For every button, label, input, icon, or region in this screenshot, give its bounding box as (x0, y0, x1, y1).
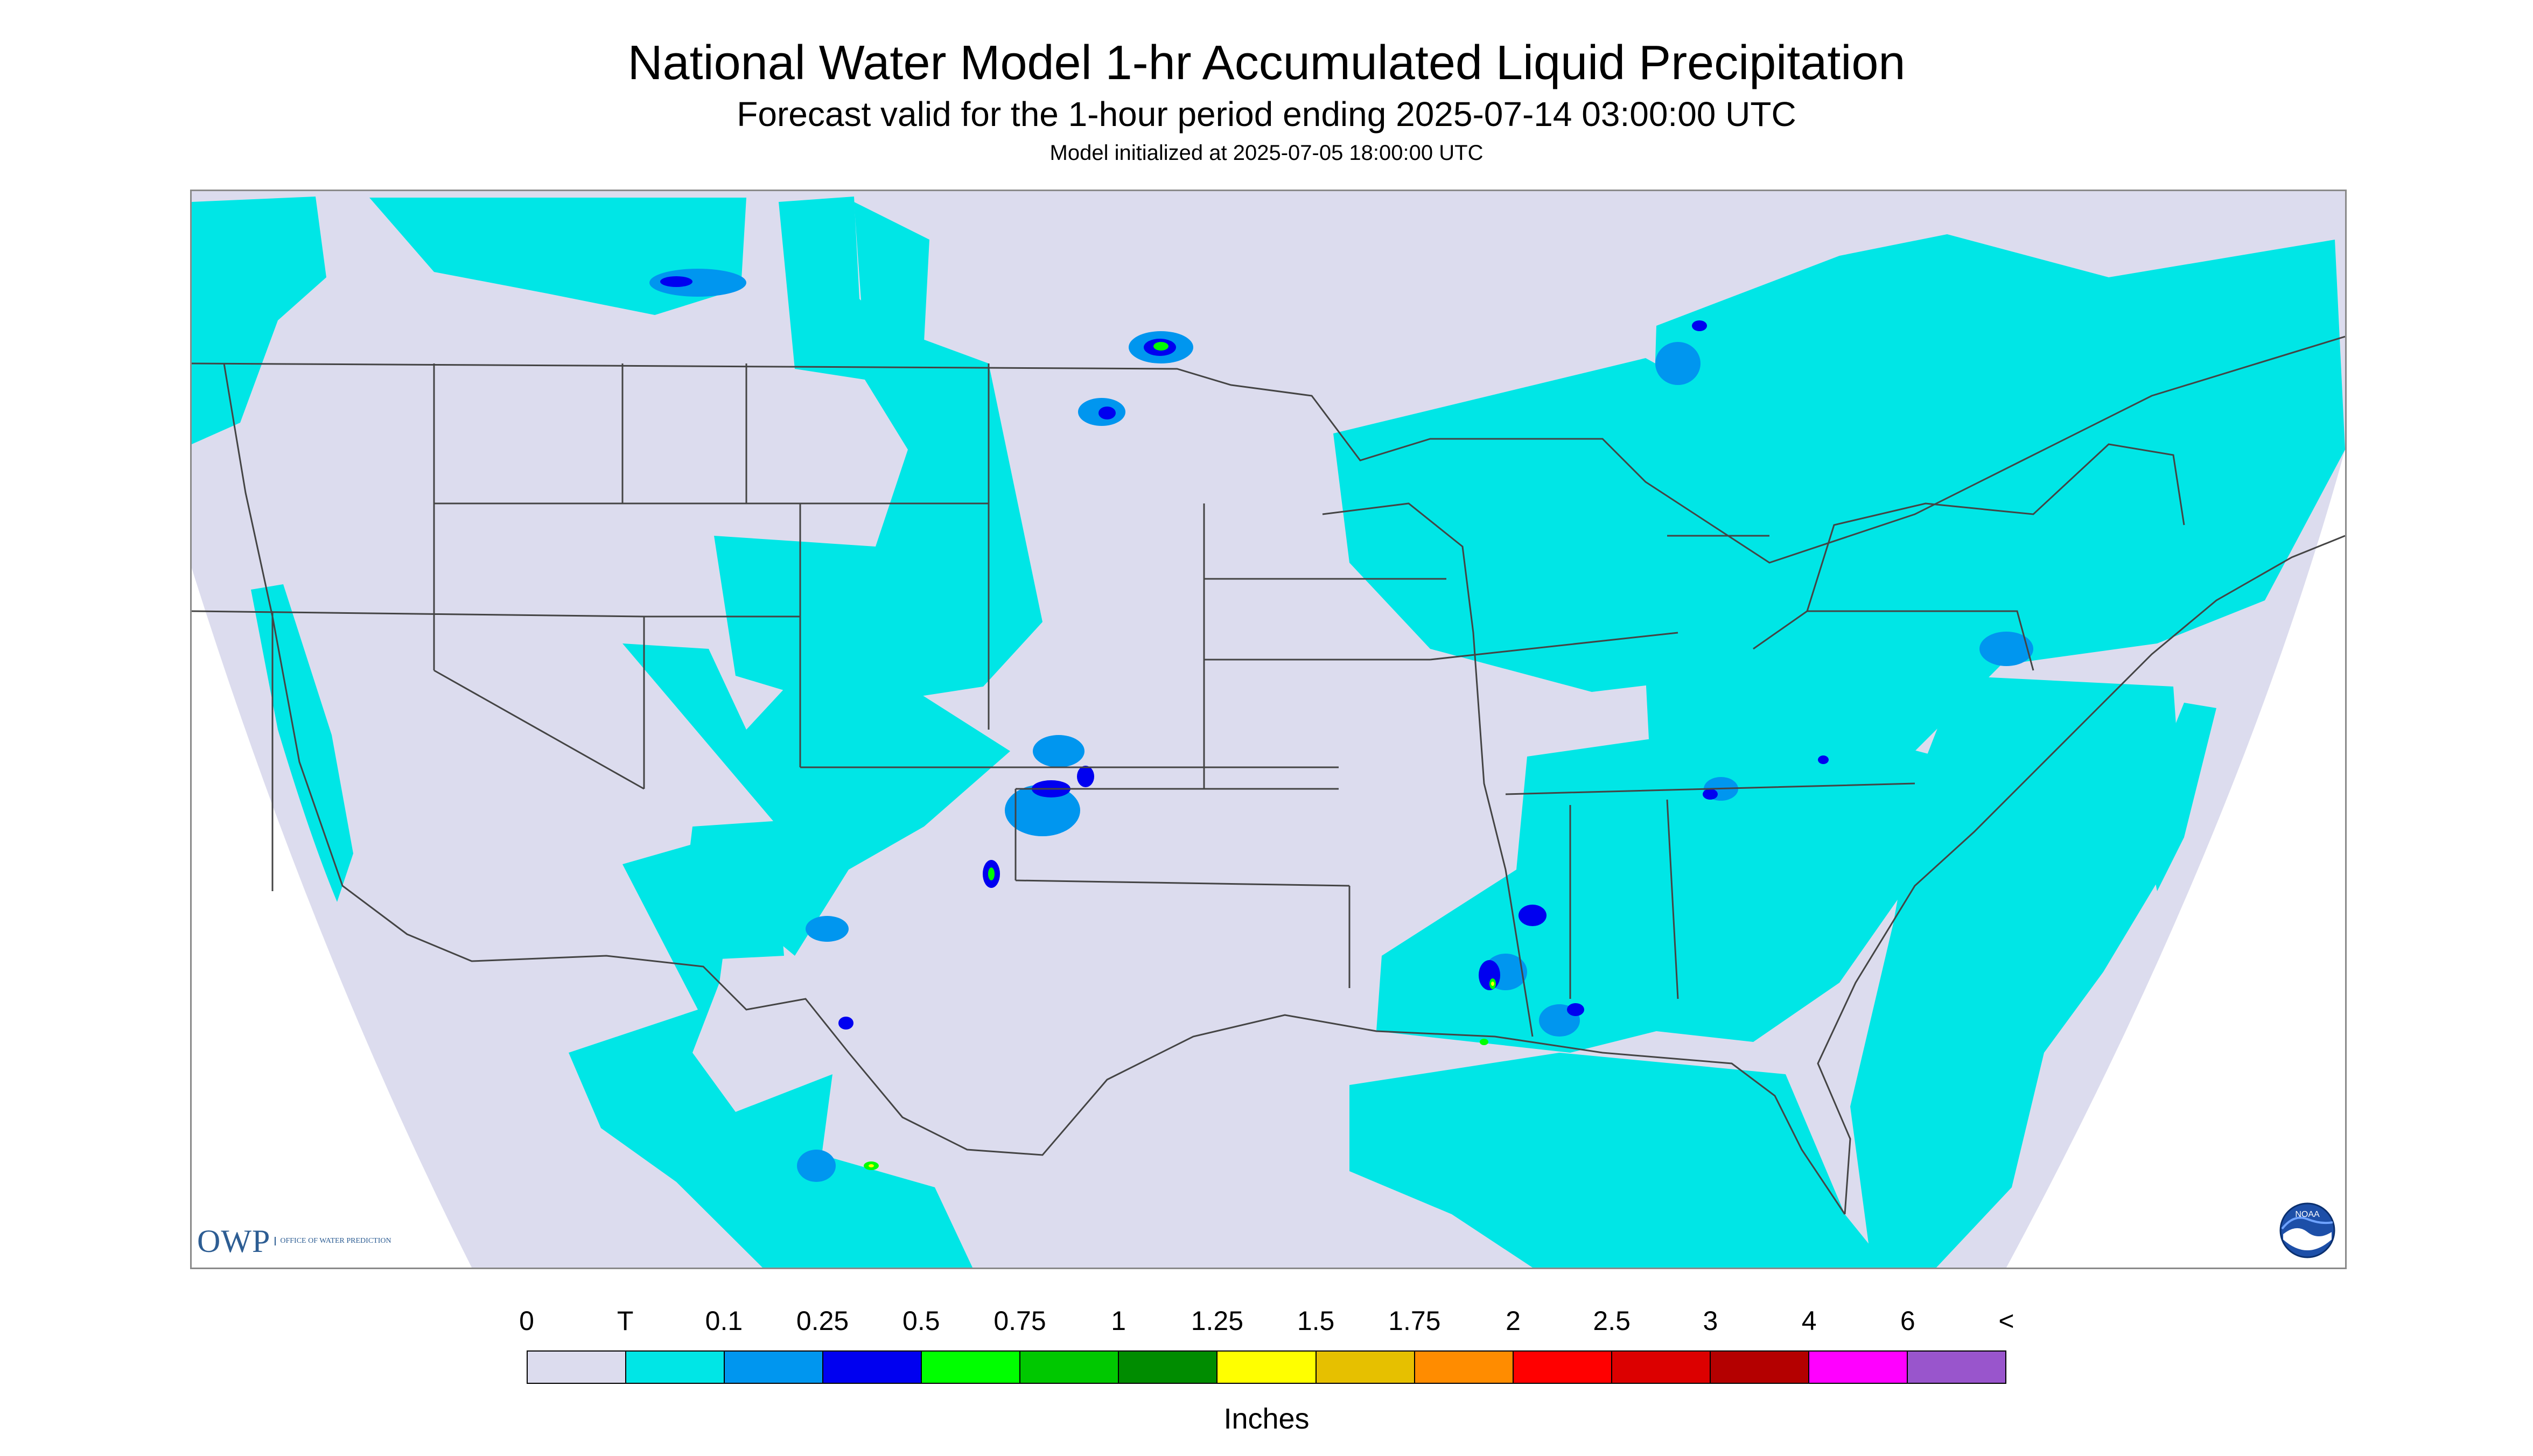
legend-swatch (1907, 1352, 2005, 1383)
legend-swatch (1710, 1352, 1809, 1383)
legend-tick-label: 4 (1801, 1306, 1817, 1336)
legend-tick-label: 2.5 (1593, 1306, 1631, 1336)
owp-logo: OWP Office of Water Prediction (197, 1222, 391, 1260)
legend-tick-label: 0.25 (796, 1306, 849, 1336)
legend-tick-label: 1.75 (1388, 1306, 1441, 1336)
chart-subtitle: Forecast valid for the 1-hour period end… (737, 95, 1796, 134)
legend-swatch (1316, 1352, 1415, 1383)
light-precip-cells (649, 269, 2033, 1182)
legend-swatch (1513, 1352, 1612, 1383)
model-init-line: Model initialized at 2025-07-05 18:00:00… (1049, 141, 1484, 165)
legend-tick-label: 1 (1111, 1306, 1126, 1336)
legend-tick-label: 2 (1506, 1306, 1521, 1336)
legend-tick-label: 6 (1900, 1306, 1915, 1336)
political-boundaries (192, 335, 2345, 1215)
legend-swatch (922, 1352, 1021, 1383)
heavy-precip-cores (864, 342, 1496, 1170)
legend-units-label: Inches (1223, 1403, 1310, 1435)
legend-tick-label: < (1998, 1306, 2014, 1336)
legend-swatch (1020, 1352, 1119, 1383)
color-legend: 0 T 0.1 0.25 0.5 0.75 1 1.25 1.5 1.75 2 2.5 3 4 6 < Inc… (519, 1294, 2014, 1435)
legend-tick-label: 1.5 (1297, 1306, 1335, 1336)
owp-logo-text: Office of Water Prediction (275, 1237, 391, 1245)
noaa-logo: NOAA (2279, 1202, 2335, 1258)
legend-tick-label: 0.1 (705, 1306, 743, 1336)
legend-tick-label: 0 (519, 1306, 534, 1336)
legend-tick-label: 0.5 (902, 1306, 940, 1336)
legend-tick-label: 1.25 (1191, 1306, 1244, 1336)
legend-swatch (626, 1352, 725, 1383)
precipitation-map (190, 190, 2347, 1269)
legend-swatch (528, 1352, 627, 1383)
legend-tick-label: 3 (1703, 1306, 1718, 1336)
legend-swatch (1217, 1352, 1317, 1383)
chart-title: National Water Model 1-hr Accumulated Li… (627, 36, 1906, 90)
legend-swatch (1809, 1352, 1908, 1383)
legend-tick-label: 0.75 (993, 1306, 1046, 1336)
legend-swatch (823, 1352, 922, 1383)
owp-logo-mark: OWP (197, 1223, 271, 1259)
legend-colorbar (527, 1350, 2006, 1384)
legend-swatch (725, 1352, 824, 1383)
legend-swatch (1415, 1352, 1514, 1383)
legend-swatch (1119, 1352, 1218, 1383)
legend-tick-label: T (617, 1306, 634, 1336)
noaa-logo-text: NOAA (2295, 1210, 2320, 1219)
legend-swatch (1612, 1352, 1711, 1383)
